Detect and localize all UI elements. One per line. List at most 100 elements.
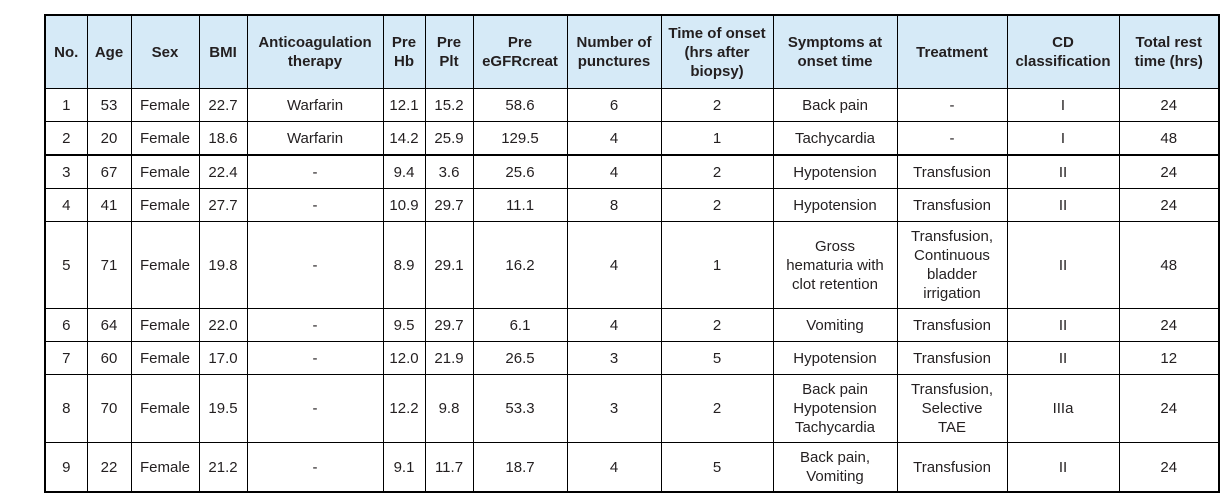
table-cell: 12.2	[382, 374, 426, 443]
col-header-pre-egfrcreat: Pre eGFRcreat	[472, 14, 568, 89]
table-cell: 24	[1118, 154, 1220, 189]
table-row: 1 53 Female 22.7 Warfarin 12.1 15.2 58.6 6 2 Back …	[44, 88, 1220, 122]
table-cell: 18.7	[472, 442, 568, 493]
table-cell: 129.5	[472, 121, 568, 156]
table-cell: II	[1006, 188, 1120, 222]
col-header-no: No.	[44, 14, 88, 89]
table-row: 6 64 Female 22.0-9.5 29.7 6.1 4 2 Vomiting Transf…	[44, 308, 1220, 342]
col-header-age: Age	[86, 14, 132, 89]
table-cell: 24	[1118, 442, 1220, 493]
table-cell: 3	[44, 154, 88, 189]
table-cell: 19.8	[198, 221, 248, 309]
table-cell: 9.5	[382, 308, 426, 342]
table-cell: II	[1006, 308, 1120, 342]
table-cell: 15.2	[424, 88, 474, 122]
table-cell: 58.6	[472, 88, 568, 122]
table-cell: 48	[1118, 221, 1220, 309]
table-cell: 53	[86, 88, 132, 122]
table-cell: 22.4	[198, 154, 248, 189]
table-cell: IIIa	[1006, 374, 1120, 443]
col-header-bmi: BMI	[198, 14, 248, 89]
table-cell: I	[1006, 121, 1120, 156]
table-cell: Transfusion	[896, 154, 1008, 189]
table-cell: 48	[1118, 121, 1220, 156]
table-cell: Warfarin	[246, 121, 384, 156]
table-cell: 26.5	[472, 341, 568, 375]
table-cell: 6	[44, 308, 88, 342]
table-cell: Tachycardia	[772, 121, 898, 156]
col-header-total-rest-time: Total rest time (hrs)	[1118, 14, 1220, 89]
table-cell: 16.2	[472, 221, 568, 309]
table-cell: 29.7	[424, 188, 474, 222]
col-header-pre-hb: Pre Hb	[382, 14, 426, 89]
table-cell: Transfusion	[896, 341, 1008, 375]
table-cell: Hypotension	[772, 154, 898, 189]
table-cell: II	[1006, 154, 1120, 189]
table-cell: 25.6	[472, 154, 568, 189]
table-row: 4 41 Female 27.7-10.9 29.7 11.1 8 2 Hypotension T…	[44, 188, 1220, 222]
table-cell: Hypotension	[772, 188, 898, 222]
table-cell: 8	[44, 374, 88, 443]
table-cell: 4	[566, 221, 662, 309]
table-cell: -	[246, 221, 384, 309]
col-header-cd-classification: CD classification	[1006, 14, 1120, 89]
table-row: 9 22 Female 21.2-9.1 11.7 18.7 4 5 Back pain, Vo…	[44, 442, 1220, 493]
table-cell: 12.1	[382, 88, 426, 122]
table-cell: Transfusion, Selective TAE	[896, 374, 1008, 443]
table-cell: -	[246, 154, 384, 189]
table-cell: 24	[1118, 88, 1220, 122]
table-cell: 67	[86, 154, 132, 189]
table-cell: Back pain	[772, 88, 898, 122]
table-cell: 27.7	[198, 188, 248, 222]
table-cell: 11.7	[424, 442, 474, 493]
table-cell: 12	[1118, 341, 1220, 375]
table-cell: 1	[660, 121, 774, 156]
table-cell: 5	[44, 221, 88, 309]
col-header-treatment: Treatment	[896, 14, 1008, 89]
table-cell: 2	[44, 121, 88, 156]
table-cell: 18.6	[198, 121, 248, 156]
table-cell: Female	[130, 308, 200, 342]
table-cell: 9.4	[382, 154, 426, 189]
table-cell: 60	[86, 341, 132, 375]
complications-table: No. Age Sex BMI Anticoagulation therapy …	[44, 14, 1220, 493]
table-row: 8 70 Female 19.5-12.2 9.8 53.3 3 2 Back pain Hyp…	[44, 374, 1220, 443]
table-cell: -	[246, 442, 384, 493]
table-cell: 1	[44, 88, 88, 122]
table-cell: 41	[86, 188, 132, 222]
table-cell: 24	[1118, 308, 1220, 342]
col-header-time-of-onset: Time of onset (hrs after biopsy)	[660, 14, 774, 89]
table-cell: Transfusion	[896, 188, 1008, 222]
table-cell: 64	[86, 308, 132, 342]
table-cell: 3	[566, 341, 662, 375]
table-cell: 11.1	[472, 188, 568, 222]
table-cell: 6	[566, 88, 662, 122]
table-cell: 9	[44, 442, 88, 493]
table-body: 1 53 Female 22.7 Warfarin 12.1 15.2 58.6 6 2 Back …	[44, 88, 1220, 493]
table-cell: -	[246, 374, 384, 443]
table-cell: 22.7	[198, 88, 248, 122]
table-cell: Female	[130, 221, 200, 309]
table-cell: 12.0	[382, 341, 426, 375]
table-cell: Vomiting	[772, 308, 898, 342]
table-cell: 2	[660, 154, 774, 189]
table-cell: 53.3	[472, 374, 568, 443]
table-row: 2 20 Female 18.6 Warfarin 14.2 25.9 129.5 4 1 Tach…	[44, 121, 1220, 156]
table-cell: Transfusion, Continuous bladder irrigati…	[896, 221, 1008, 309]
table-row: 7 60 Female 17.0-12.0 21.9 26.5 3 5 Hypotension T…	[44, 341, 1220, 375]
table-cell: 8.9	[382, 221, 426, 309]
table-cell: 70	[86, 374, 132, 443]
table-cell: 4	[566, 154, 662, 189]
table-cell: Back pain, Vomiting	[772, 442, 898, 493]
table-cell: 8	[566, 188, 662, 222]
complications-table-container: No. Age Sex BMI Anticoagulation therapy …	[44, 14, 1220, 493]
table-cell: -	[246, 308, 384, 342]
table-cell: II	[1006, 442, 1120, 493]
table-cell: 9.8	[424, 374, 474, 443]
table-cell: Female	[130, 154, 200, 189]
table-cell: Female	[130, 341, 200, 375]
table-row: 3 67 Female 22.4-9.4 3.6 25.6 4 2 Hypotension Tra…	[44, 154, 1220, 189]
header-row: No. Age Sex BMI Anticoagulation therapy …	[44, 14, 1220, 89]
table-cell: 71	[86, 221, 132, 309]
table-cell: 2	[660, 188, 774, 222]
